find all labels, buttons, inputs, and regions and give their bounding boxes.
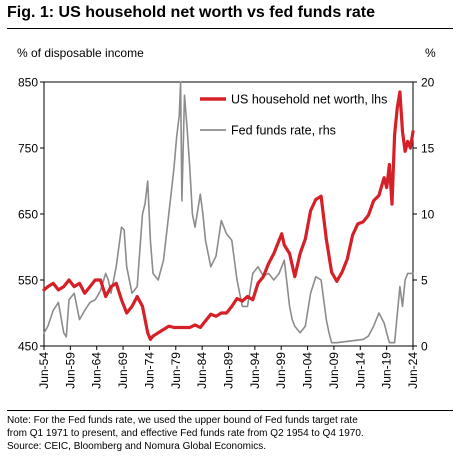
x-tick-label: Jun-24 — [406, 352, 420, 389]
right-y-tick-label: 5 — [421, 274, 428, 288]
x-tick-label: Jun-89 — [222, 352, 236, 389]
x-tick-label: Jun-19 — [380, 352, 394, 389]
x-tick-label: Jun-74 — [142, 352, 156, 389]
left-y-tick-label: 850 — [18, 76, 38, 90]
x-tick-label: Jun-79 — [169, 352, 183, 389]
figure-note: Note: For the Fed funds rate, we used th… — [7, 414, 455, 453]
x-tick-label: Jun-84 — [195, 352, 209, 389]
right-axis-label: % — [425, 46, 436, 60]
x-tick-label: Jun-94 — [248, 352, 262, 389]
left-y-tick-label: 550 — [18, 274, 38, 288]
x-tick-label: Jun-99 — [274, 352, 288, 389]
left-axis-label: % of disposable income — [17, 46, 144, 60]
left-y-tick-label: 750 — [18, 142, 38, 156]
figure-title: Fig. 1: US household net worth vs fed fu… — [7, 4, 376, 21]
x-tick-label: Jun-04 — [301, 352, 315, 389]
x-tick-label: Jun-09 — [327, 352, 341, 389]
note-rule — [7, 410, 453, 411]
left-y-tick-label: 450 — [18, 340, 38, 354]
left-y-tick-label: 650 — [18, 208, 38, 222]
plot-frame — [43, 81, 414, 347]
right-y-tick-label: 15 — [421, 142, 435, 156]
x-tick-label: Jun-69 — [116, 352, 130, 389]
legend-label-household-net-worth: US household net worth, lhs — [231, 93, 387, 107]
source-line: Source: CEIC, Bloomberg and Nomura Globa… — [7, 441, 267, 452]
series-line-fed-funds-rate — [43, 81, 414, 344]
x-tick-label: Jun-64 — [90, 352, 104, 389]
right-y-tick-label: 20 — [421, 76, 435, 90]
right-y-tick-label: 0 — [421, 340, 428, 354]
title-rule — [7, 28, 453, 29]
x-tick-label: Jun-54 — [37, 352, 51, 389]
series-line-household-net-worth — [42, 90, 415, 341]
note-line-2: from Q1 1971 to present, and effective F… — [7, 428, 364, 439]
note-line-1: Note: For the Fed funds rate, we used th… — [7, 415, 358, 426]
chart-plot-area: 450 550 650 750 850 0 5 10 15 20 Jun-54 Jun-59 Jun-6… — [18, 76, 435, 389]
right-y-tick-label: 10 — [421, 208, 435, 222]
x-tick-label: Jun-14 — [353, 352, 367, 389]
legend-label-fed-funds-rate: Fed funds rate, rhs — [231, 124, 336, 138]
x-tick-label: Jun-59 — [63, 352, 77, 389]
